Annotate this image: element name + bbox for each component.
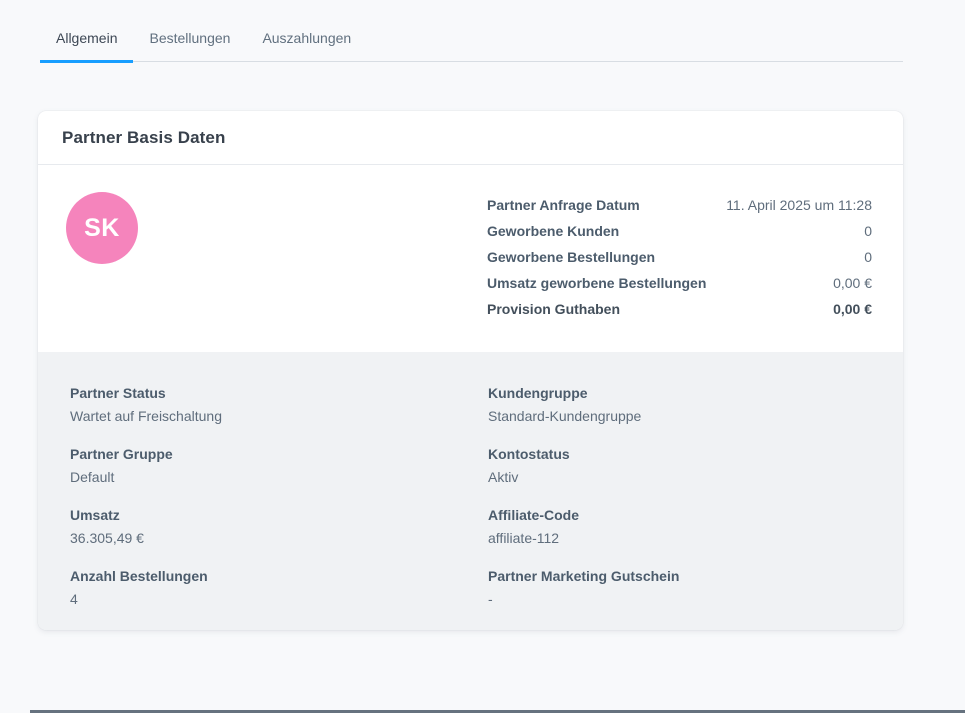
details-column-right: Kundengruppe Standard-Kundengruppe Konto…: [488, 386, 871, 630]
summary-value: 0,00 €: [833, 275, 872, 291]
field-partner-marketing-gutschein: Partner Marketing Gutschein -: [488, 569, 871, 606]
summary-label: Geworbene Bestellungen: [487, 249, 656, 265]
card-title: Partner Basis Daten: [62, 128, 226, 147]
field-partner-status: Partner Status Wartet auf Freischaltung: [70, 386, 488, 423]
details-column-left: Partner Status Wartet auf Freischaltung …: [70, 386, 488, 630]
field-value: Default: [70, 469, 115, 485]
footer-bar-edge: [30, 710, 965, 713]
field-label: Anzahl Bestellungen: [70, 568, 208, 584]
summary-value: 0,00 €: [833, 301, 872, 317]
tab-bestellungen[interactable]: Bestellungen: [149, 30, 231, 46]
tab-auszahlungen[interactable]: Auszahlungen: [262, 30, 352, 46]
field-value: affiliate-112: [488, 530, 560, 546]
field-value: 36.305,49 €: [70, 530, 144, 546]
field-label: Affiliate-Code: [488, 507, 579, 523]
summary-value: 11. April 2025 um 11:28: [726, 197, 872, 213]
partner-avatar: SK: [66, 192, 138, 264]
summary-row: Partner Anfrage Datum 11. April 2025 um …: [487, 198, 872, 212]
field-label: Umsatz: [70, 507, 120, 523]
card-header: Partner Basis Daten: [38, 111, 903, 165]
card-body: SK Partner Anfrage Datum 11. April 2025 …: [38, 165, 903, 352]
summary-label: Provision Guthaben: [487, 301, 621, 317]
field-umsatz: Umsatz 36.305,49 €: [70, 508, 488, 545]
field-label: Partner Status: [70, 385, 166, 401]
summary-label: Partner Anfrage Datum: [487, 197, 640, 213]
summary-label: Umsatz geworbene Bestellungen: [487, 275, 707, 291]
summary-value: 0: [864, 223, 872, 239]
summary-row-provision-guthaben: Provision Guthaben 0,00 €: [487, 302, 872, 316]
field-label: Kontostatus: [488, 446, 570, 462]
summary-row: Geworbene Kunden 0: [487, 224, 872, 238]
field-affiliate-code: Affiliate-Code affiliate-112: [488, 508, 871, 545]
summary-value: 0: [864, 249, 872, 265]
tab-bar: Allgemein Bestellungen Auszahlungen: [40, 0, 903, 63]
summary-row: Umsatz geworbene Bestellungen 0,00 €: [487, 276, 872, 290]
summary-row: Geworbene Bestellungen 0: [487, 250, 872, 264]
field-partner-gruppe: Partner Gruppe Default: [70, 447, 488, 484]
field-label: Partner Marketing Gutschein: [488, 568, 680, 584]
field-value: 4: [70, 591, 78, 607]
tab-allgemein[interactable]: Allgemein: [40, 30, 134, 63]
field-kontostatus: Kontostatus Aktiv: [488, 447, 871, 484]
partner-details-section: Partner Status Wartet auf Freischaltung …: [38, 352, 903, 630]
field-value: Standard-Kundengruppe: [488, 408, 642, 424]
field-label: Partner Gruppe: [70, 446, 173, 462]
field-label: Kundengruppe: [488, 385, 588, 401]
field-kundengruppe: Kundengruppe Standard-Kundengruppe: [488, 386, 871, 423]
field-value: Aktiv: [488, 469, 519, 485]
summary-list: Partner Anfrage Datum 11. April 2025 um …: [487, 198, 872, 328]
summary-label: Geworbene Kunden: [487, 223, 620, 239]
partner-basis-daten-card: Partner Basis Daten SK Partner Anfrage D…: [38, 111, 903, 630]
field-value: -: [488, 591, 493, 607]
field-value: Wartet auf Freischaltung: [70, 408, 222, 424]
field-anzahl-bestellungen: Anzahl Bestellungen 4: [70, 569, 488, 606]
